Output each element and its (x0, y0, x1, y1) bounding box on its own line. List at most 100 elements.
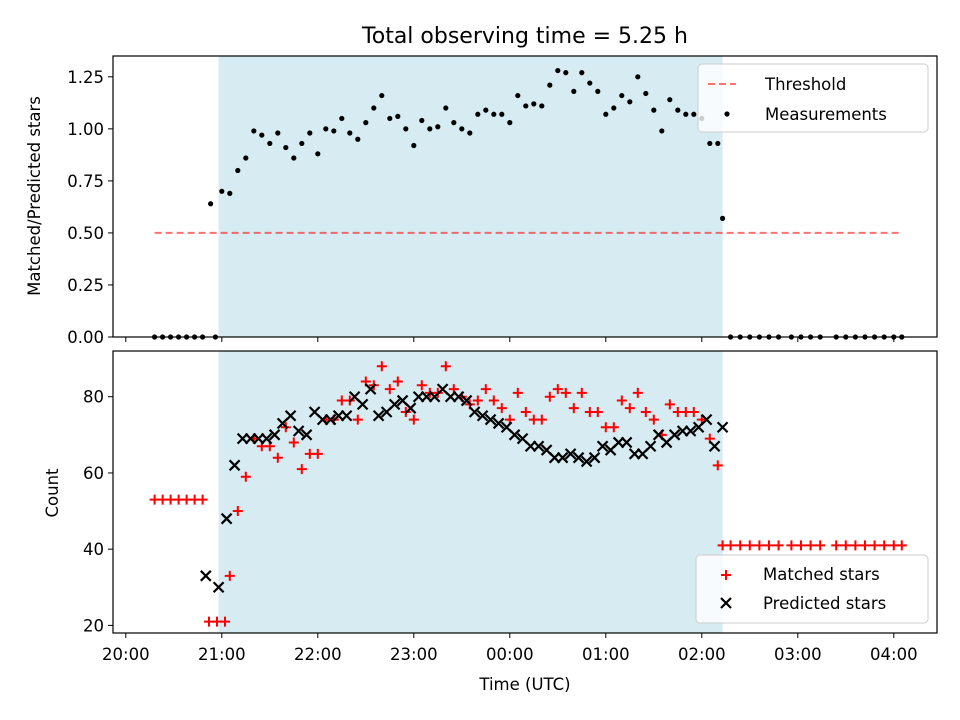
y-tick-label: 1.00 (67, 120, 104, 139)
plot-frame (112, 55, 938, 338)
matched-star-point (773, 540, 784, 551)
y-tick-label: 0.25 (67, 276, 104, 295)
x-tick-label: 21:00 (198, 645, 246, 664)
predicted-star-point (452, 390, 465, 403)
y-tick-label: 60 (83, 464, 104, 483)
predicted-star-point (324, 413, 337, 426)
matched-star-point (512, 387, 523, 398)
measurement-point (403, 126, 409, 132)
measurement-point (427, 126, 433, 132)
matched-star-point (520, 406, 531, 417)
matched-star-point (754, 540, 765, 551)
observing-window-band (218, 351, 723, 633)
matched-star-point (688, 406, 699, 417)
measurement-point (435, 124, 441, 130)
y-tick-label: 0.50 (67, 224, 104, 243)
x-axis (125, 337, 895, 342)
measurement-point (219, 188, 225, 194)
x-tick-label: 02:00 (678, 645, 726, 664)
predicted-star-point (532, 440, 545, 453)
predicted-star-point (468, 406, 481, 418)
measurement-point (715, 140, 721, 147)
measurement-point (315, 151, 321, 157)
x-axis: 20:00 21:00 22:00 23:00 00:00 01:00 02:00 03:00… (102, 633, 918, 664)
predicted-star-point (596, 440, 609, 453)
matched-star-point (831, 540, 842, 551)
measurement-point (619, 92, 625, 99)
count-panel: 20 40 60 80 20:00 21:00 22:00 23:00 00:00 01:00 0… (43, 350, 938, 694)
measurement-point (539, 103, 545, 109)
matched-star-point (416, 380, 427, 391)
matched-star-point (850, 540, 861, 551)
predicted-star-point (364, 383, 377, 395)
measurement-point (259, 132, 265, 138)
predicted-star-point (668, 429, 681, 441)
matched-star-point (408, 414, 419, 425)
legend-threshold-label: Threshold (764, 75, 846, 94)
x-tick-label: 23:00 (390, 645, 438, 664)
y-tick-label: 0.00 (67, 328, 104, 347)
matched-star-point (544, 391, 555, 402)
matched-star-point (296, 464, 307, 475)
matched-star-point (764, 540, 774, 551)
matched-star-point (536, 414, 547, 425)
matched-star-point (805, 540, 816, 551)
predicted-star-point (300, 429, 313, 441)
measurement-point (395, 113, 401, 119)
measurement-point (379, 92, 385, 99)
measurement-point (451, 120, 457, 126)
matched-star-point (608, 422, 619, 433)
matched-star-point (860, 540, 870, 551)
matched-star-point (640, 406, 651, 417)
matched-star-point (376, 361, 387, 372)
measurement-point (563, 70, 569, 76)
measurement-point (275, 130, 281, 136)
matched-star-point (664, 399, 675, 410)
legend: Threshold Measurements (697, 63, 929, 133)
measurement-point (251, 128, 257, 134)
y-tick-label: 80 (83, 388, 104, 407)
measurement-point (635, 74, 641, 80)
predicted-star-point (564, 448, 577, 460)
y-tick-label: 0.75 (67, 172, 104, 191)
x-tick-label: 04:00 (870, 645, 918, 664)
measurement-point (611, 105, 617, 111)
predicted-star-point (708, 440, 721, 453)
matched-star-point (796, 540, 806, 551)
matched-star-point (560, 387, 571, 398)
predicted-star-point (340, 410, 353, 422)
y-axis: 20 40 60 80 (83, 388, 113, 635)
predicted-star-point (580, 455, 593, 468)
legend-matched-swatch (721, 570, 731, 580)
predicted-star-point (284, 410, 297, 422)
ratio-panel: 0.00 0.25 0.50 0.75 1.00 1.25 Matched/Predict… (25, 55, 938, 347)
x-tick-label: 03:00 (774, 645, 822, 664)
measurement-point (443, 105, 449, 111)
measurement-point (515, 92, 521, 99)
measurement-point (547, 82, 553, 88)
measurement-point (475, 111, 481, 117)
measurement-point (355, 136, 361, 142)
measurement-point (307, 130, 313, 136)
matched-star-point (648, 414, 659, 425)
measurement-point (683, 111, 689, 117)
predicted-star-point (356, 398, 369, 411)
measurement-point (491, 111, 497, 117)
matched-star-point (616, 395, 627, 406)
matched-star-point (220, 616, 230, 627)
matched-star-point (786, 540, 797, 551)
predicted-star-point (484, 413, 497, 426)
x-tick-label: 22:00 (294, 645, 342, 664)
predicted-star-point (460, 394, 473, 407)
observing-window-band (218, 56, 723, 337)
matched-star-point (735, 540, 746, 551)
matched-star-point (480, 384, 491, 395)
matched-star-point (592, 406, 603, 417)
measurement-point (483, 107, 489, 113)
measurement-point (371, 105, 377, 111)
x-tick-label: 00:00 (486, 645, 534, 664)
legend-predicted-label: Predicted stars (763, 594, 886, 613)
matched-star-point (312, 448, 323, 459)
legend-box (697, 63, 929, 133)
predicted-star-point (492, 417, 505, 430)
